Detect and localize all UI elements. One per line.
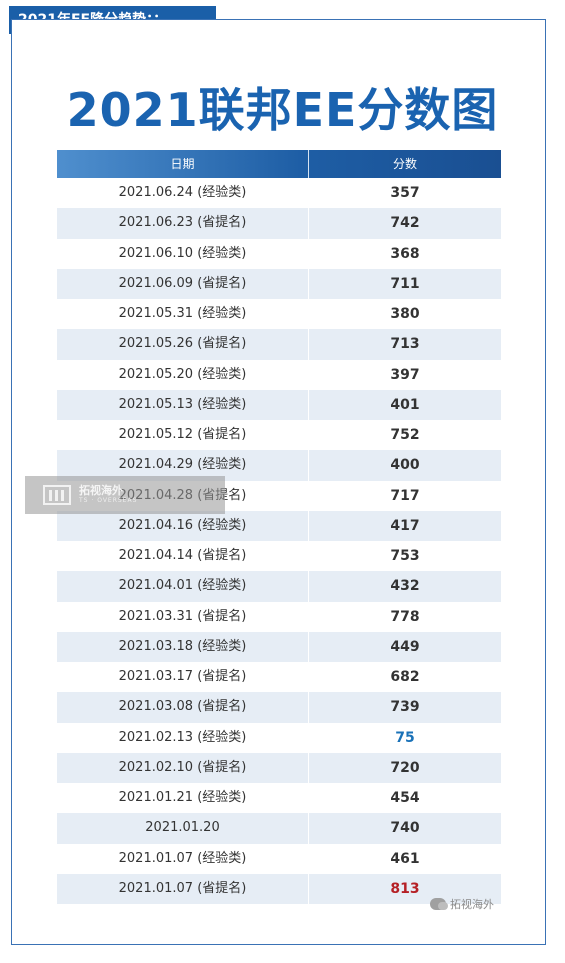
- row-date: 2021.06.24 (经验类): [57, 178, 309, 209]
- row-date: 2021.06.10 (经验类): [57, 238, 309, 269]
- row-score: 397: [390, 366, 420, 383]
- table-row: 2021.05.20 (经验类) 397: [57, 359, 501, 390]
- row-date: 2021.03.31 (省提名): [57, 601, 309, 632]
- score-table: 日期 分数 2021.06.24 (经验类) 357 2021.06.23 (省提名…: [57, 150, 501, 904]
- row-date: 2021.05.26 (省提名): [57, 329, 309, 360]
- table-row: 2021.04.29 (经验类) 400: [57, 450, 501, 481]
- row-score: 454: [390, 790, 420, 806]
- row-date: 2021.05.12 (省提名): [57, 420, 309, 451]
- row-date: 2021.05.20 (经验类): [57, 359, 309, 390]
- row-score: 380: [390, 306, 420, 322]
- header-date: 日期: [57, 150, 309, 178]
- row-score: 417: [390, 517, 420, 534]
- row-score: 813: [390, 880, 420, 897]
- row-score: 357: [390, 185, 420, 201]
- row-date: 2021.06.09 (省提名): [57, 268, 309, 299]
- row-date: 2021.05.31 (经验类): [57, 299, 309, 330]
- row-date: 2021.03.17 (省提名): [57, 662, 309, 693]
- table-row: 2021.06.23 (省提名) 742: [57, 208, 501, 239]
- table-row: 2021.05.13 (经验类) 401: [57, 389, 501, 420]
- table-row: 2021.04.16 (经验类) 417: [57, 510, 501, 541]
- row-score: 752: [390, 427, 420, 443]
- row-score: 740: [390, 820, 420, 837]
- table-row: 2021.02.13 (经验类) 75: [57, 722, 501, 753]
- row-score: 432: [390, 578, 420, 595]
- table-body: 2021.06.24 (经验类) 357 2021.06.23 (省提名) 742 20…: [57, 178, 501, 904]
- row-score: 75: [395, 729, 415, 746]
- row-score: 449: [390, 638, 420, 655]
- row-score: 720: [390, 759, 420, 776]
- table-row: 2021.04.14 (省提名) 753: [57, 541, 501, 572]
- row-score: 753: [390, 548, 420, 564]
- row-date: 2021.04.16 (经验类): [57, 510, 309, 541]
- page-title: 2021联邦EE分数图: [66, 83, 499, 137]
- row-date: 2021.05.13 (经验类): [57, 389, 309, 420]
- row-score: 713: [390, 336, 420, 353]
- table-row: 2021.04.01 (经验类) 432: [57, 571, 501, 602]
- row-date: 2021.04.14 (省提名): [57, 541, 309, 572]
- row-date: 2021.04.01 (经验类): [57, 571, 309, 602]
- row-date: 2021.02.13 (经验类): [57, 722, 309, 753]
- row-score: 717: [390, 487, 420, 504]
- row-date: 2021.03.18 (经验类): [57, 631, 309, 662]
- watermark-center-text: 拓视海外: [79, 484, 123, 497]
- watermark-corner: 拓视海外: [430, 896, 494, 912]
- header-score: 分数: [392, 157, 417, 171]
- table-row: 2021.03.17 (省提名) 682: [57, 662, 501, 693]
- building-icon: [43, 485, 71, 505]
- table-row: 2021.01.20 740: [57, 813, 501, 844]
- row-score: 742: [390, 215, 420, 232]
- row-score: 711: [390, 275, 420, 292]
- table-row: 2021.01.07 (经验类) 461: [57, 843, 501, 874]
- table-row: 2021.01.07 (省提名) 813: [57, 873, 501, 904]
- row-score: 401: [390, 396, 420, 413]
- table-header: 日期 分数: [57, 150, 501, 178]
- row-score: 778: [390, 608, 420, 625]
- table-row: 2021.05.26 (省提名) 713: [57, 329, 501, 360]
- table-row: 2021.03.08 (省提名) 739: [57, 692, 501, 723]
- row-date: 2021.02.10 (省提名): [57, 752, 309, 783]
- row-date: 2021.01.21 (经验类): [57, 783, 309, 814]
- row-date: 2021.01.20: [57, 813, 309, 844]
- row-score: 739: [390, 699, 420, 716]
- table-row: 2021.02.10 (省提名) 720: [57, 752, 501, 783]
- row-date: 2021.04.29 (经验类): [57, 450, 309, 481]
- row-score: 368: [390, 245, 420, 262]
- table-row: 2021.01.21 (经验类) 454: [57, 783, 501, 814]
- row-date: 2021.01.07 (省提名): [57, 873, 309, 904]
- watermark-center-sub: TS · OVERSEAS: [79, 497, 138, 504]
- wechat-icon: [430, 898, 448, 910]
- row-date: 2021.06.23 (省提名): [57, 208, 309, 239]
- watermark-center: 拓视海外 TS · OVERSEAS: [25, 476, 225, 514]
- table-row: 2021.03.18 (经验类) 449: [57, 631, 501, 662]
- table-row: 2021.03.31 (省提名) 778: [57, 601, 501, 632]
- watermark-corner-text: 拓视海外: [450, 898, 494, 911]
- row-date: 2021.03.08 (省提名): [57, 692, 309, 723]
- table-row: 2021.06.10 (经验类) 368: [57, 238, 501, 269]
- row-score: 400: [390, 457, 420, 474]
- table-row: 2021.05.31 (经验类) 380: [57, 299, 501, 330]
- row-date: 2021.01.07 (经验类): [57, 843, 309, 874]
- row-score: 682: [390, 669, 420, 685]
- table-row: 2021.06.09 (省提名) 711: [57, 268, 501, 299]
- table-row: 2021.05.12 (省提名) 752: [57, 420, 501, 451]
- table-row: 2021.06.24 (经验类) 357: [57, 178, 501, 209]
- row-score: 461: [390, 850, 420, 867]
